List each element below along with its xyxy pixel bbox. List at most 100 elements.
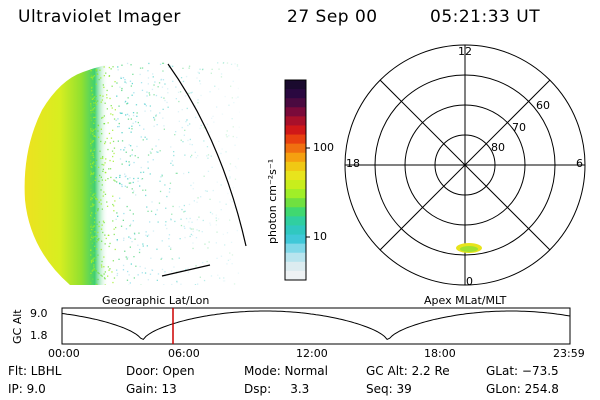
uv-pixel: [130, 131, 132, 133]
uv-pixel: [102, 231, 104, 234]
uv-pixel: [199, 80, 201, 82]
uv-pixel: [90, 170, 92, 172]
uv-pixel: [103, 123, 106, 125]
uv-pixel: [90, 183, 92, 185]
uv-pixel: [163, 97, 165, 99]
uv-pixel: [93, 161, 95, 163]
uv-pixel: [93, 102, 96, 104]
colorbar-cell: [285, 270, 306, 281]
uv-pixel: [90, 236, 93, 238]
uv-pixel: [168, 191, 171, 193]
uv-pixel: [109, 268, 111, 270]
uv-pixel: [110, 137, 113, 139]
uv-pixel: [162, 79, 165, 81]
uv-pixel: [156, 209, 158, 211]
uv-pixel: [203, 175, 205, 177]
uv-pixel: [92, 226, 94, 228]
uv-pixel: [184, 154, 186, 156]
uv-pixel: [120, 77, 122, 79]
colorbar-cell: [285, 180, 306, 190]
uv-pixel: [114, 200, 116, 202]
uv-pixel: [93, 107, 96, 109]
uv-pixel: [142, 139, 144, 141]
uv-pixel: [96, 103, 98, 106]
uv-pixel: [95, 256, 97, 258]
uv-pixel: [200, 196, 202, 198]
uv-pixel: [144, 267, 146, 269]
geographic-label: Geographic Lat/Lon: [102, 294, 210, 307]
uv-pixel: [90, 62, 92, 64]
uv-pixel: [170, 218, 172, 220]
uv-pixel: [220, 73, 223, 75]
uv-pixel: [231, 254, 234, 256]
uv-pixel: [104, 102, 106, 104]
uv-pixel: [172, 80, 174, 82]
uv-pixel: [217, 62, 219, 64]
uv-pixel: [173, 151, 175, 153]
uv-pixel: [108, 66, 110, 69]
uv-pixel: [221, 113, 224, 115]
uv-pixel: [161, 268, 164, 271]
uv-pixel: [190, 233, 192, 236]
uv-pixel: [113, 205, 115, 207]
uv-pixel: [102, 95, 104, 97]
uv-pixel: [141, 67, 144, 69]
uv-pixel: [92, 97, 94, 99]
uv-pixel: [130, 223, 132, 225]
mlt-label-0: 0: [466, 275, 473, 288]
uv-pixel: [104, 179, 107, 181]
uv-pixel: [91, 142, 93, 144]
uv-pixel: [181, 109, 183, 111]
uv-pixel: [153, 84, 155, 86]
uv-pixel: [135, 265, 137, 267]
uv-pixel: [97, 73, 99, 75]
door-value: Door: Open: [126, 364, 195, 378]
uv-pixel: [90, 191, 92, 194]
uv-pixel: [185, 75, 188, 78]
uv-pixel: [174, 134, 176, 136]
uv-pixel: [162, 70, 164, 72]
uv-pixel: [139, 73, 141, 76]
uv-pixel: [169, 182, 172, 184]
uv-pixel: [90, 159, 92, 162]
uv-pixel: [156, 124, 158, 126]
uv-pixel: [93, 268, 95, 270]
uv-pixel: [112, 203, 114, 206]
uv-pixel: [100, 140, 102, 143]
uv-pixel: [137, 121, 139, 124]
uv-pixel: [211, 117, 213, 119]
uv-pixel: [97, 239, 99, 241]
uv-pixel: [184, 210, 186, 212]
geo-lon-value: GLon: 254.8: [486, 382, 559, 396]
uv-pixel: [151, 148, 153, 150]
uv-globe-image: [24, 60, 247, 285]
uv-pixel: [101, 224, 103, 226]
uv-pixel: [132, 122, 134, 124]
uv-pixel: [112, 220, 114, 222]
colorbar-cell: [285, 189, 306, 199]
uv-pixel: [178, 120, 180, 122]
uv-pixel: [93, 266, 95, 268]
uv-pixel: [149, 105, 151, 107]
uv-pixel: [107, 178, 109, 180]
uv-pixel: [90, 224, 93, 226]
uv-pixel: [147, 154, 150, 156]
uv-pixel: [93, 111, 95, 113]
uv-pixel: [98, 221, 100, 223]
uv-pixel: [183, 172, 185, 175]
uv-pixel: [149, 151, 151, 153]
uv-pixel: [103, 273, 105, 275]
uv-pixel: [188, 203, 191, 206]
uv-pixel: [92, 133, 94, 135]
uv-pixel: [93, 65, 95, 67]
uv-pixel: [135, 104, 138, 106]
uv-pixel: [102, 157, 104, 159]
timeline-plot: [61, 307, 571, 345]
uv-pixel: [229, 252, 231, 254]
uv-pixel: [234, 63, 236, 65]
uv-pixel: [224, 280, 226, 282]
uv-pixel: [91, 284, 94, 285]
uv-pixel: [195, 116, 197, 119]
uv-pixel: [128, 284, 130, 285]
uv-pixel: [91, 128, 93, 130]
